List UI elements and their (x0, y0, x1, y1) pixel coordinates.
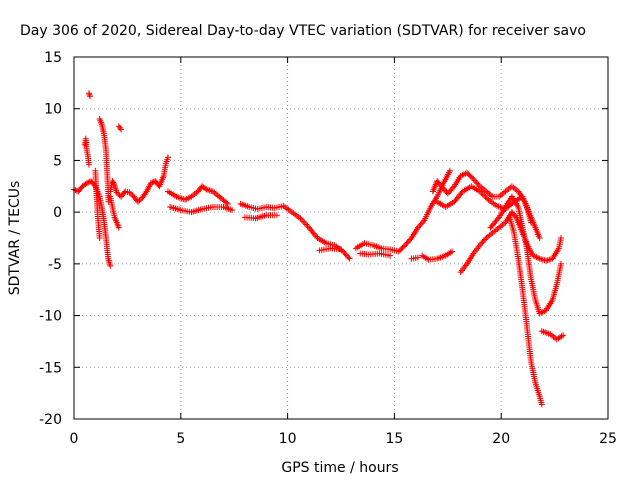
data-track (538, 328, 567, 343)
y-axis-label: SDTVAR / TECUs (7, 181, 23, 296)
data-point-markers (506, 214, 545, 408)
data-track (107, 193, 122, 231)
data-point-markers (81, 135, 92, 168)
x-tick-label: 20 (492, 431, 510, 447)
data-track (408, 254, 421, 262)
data-track (115, 123, 124, 133)
y-tick-label: -15 (39, 360, 62, 376)
data-point-markers (419, 248, 456, 263)
y-tick-label: 15 (44, 50, 62, 66)
data-track (164, 183, 231, 207)
y-tick-label: -5 (48, 257, 62, 273)
data-point-markers (434, 183, 535, 226)
data-point-markers (241, 212, 280, 222)
data-track (107, 154, 171, 205)
data-track (167, 203, 236, 216)
y-tick-label: -10 (39, 309, 62, 325)
data-track (237, 200, 353, 262)
data-track (506, 214, 545, 408)
data-point-markers (92, 167, 103, 241)
x-tick-label: 25 (599, 431, 617, 447)
data-point-markers (107, 193, 122, 231)
data-point-markers (357, 250, 394, 259)
data-point-markers (115, 123, 124, 133)
data-track (92, 167, 103, 241)
data-track (352, 167, 453, 255)
x-axis-label: GPS time / hours (281, 460, 398, 476)
grid (74, 57, 608, 419)
plot-frame (73, 56, 609, 420)
data-track (357, 250, 394, 259)
data-point-markers (316, 245, 344, 254)
data-point-markers (85, 90, 94, 100)
data-point-markers (352, 167, 453, 255)
data-point-markers (107, 154, 171, 205)
data-point-markers (237, 200, 353, 262)
data-track (419, 248, 456, 263)
x-tick-label: 5 (176, 431, 185, 447)
x-tick-label: 15 (385, 431, 403, 447)
y-tick-label: 10 (44, 102, 62, 118)
y-tick-label: 5 (53, 153, 62, 169)
data-track (241, 212, 280, 222)
x-tick-label: 10 (279, 431, 297, 447)
y-tick-label: -20 (39, 412, 62, 428)
data-track (85, 90, 94, 100)
data-series (71, 90, 567, 408)
data-track (487, 193, 565, 317)
data-point-markers (538, 328, 567, 343)
data-track (434, 183, 535, 226)
y-tick-label: 0 (53, 205, 62, 221)
data-point-markers (487, 193, 565, 317)
chart-title: Day 306 of 2020, Sidereal Day-to-day VTE… (20, 23, 586, 39)
data-track (316, 245, 344, 254)
data-point-markers (408, 254, 421, 262)
x-tick-label: 0 (70, 431, 79, 447)
data-point-markers (164, 183, 231, 207)
data-track (81, 135, 92, 168)
axis-ticks: 0 5 10 15 20 25 -20 -15 -10 -5 0 5 10 15 (39, 50, 617, 447)
data-track (96, 116, 112, 205)
data-point-markers (96, 116, 112, 205)
data-point-markers (167, 203, 236, 216)
